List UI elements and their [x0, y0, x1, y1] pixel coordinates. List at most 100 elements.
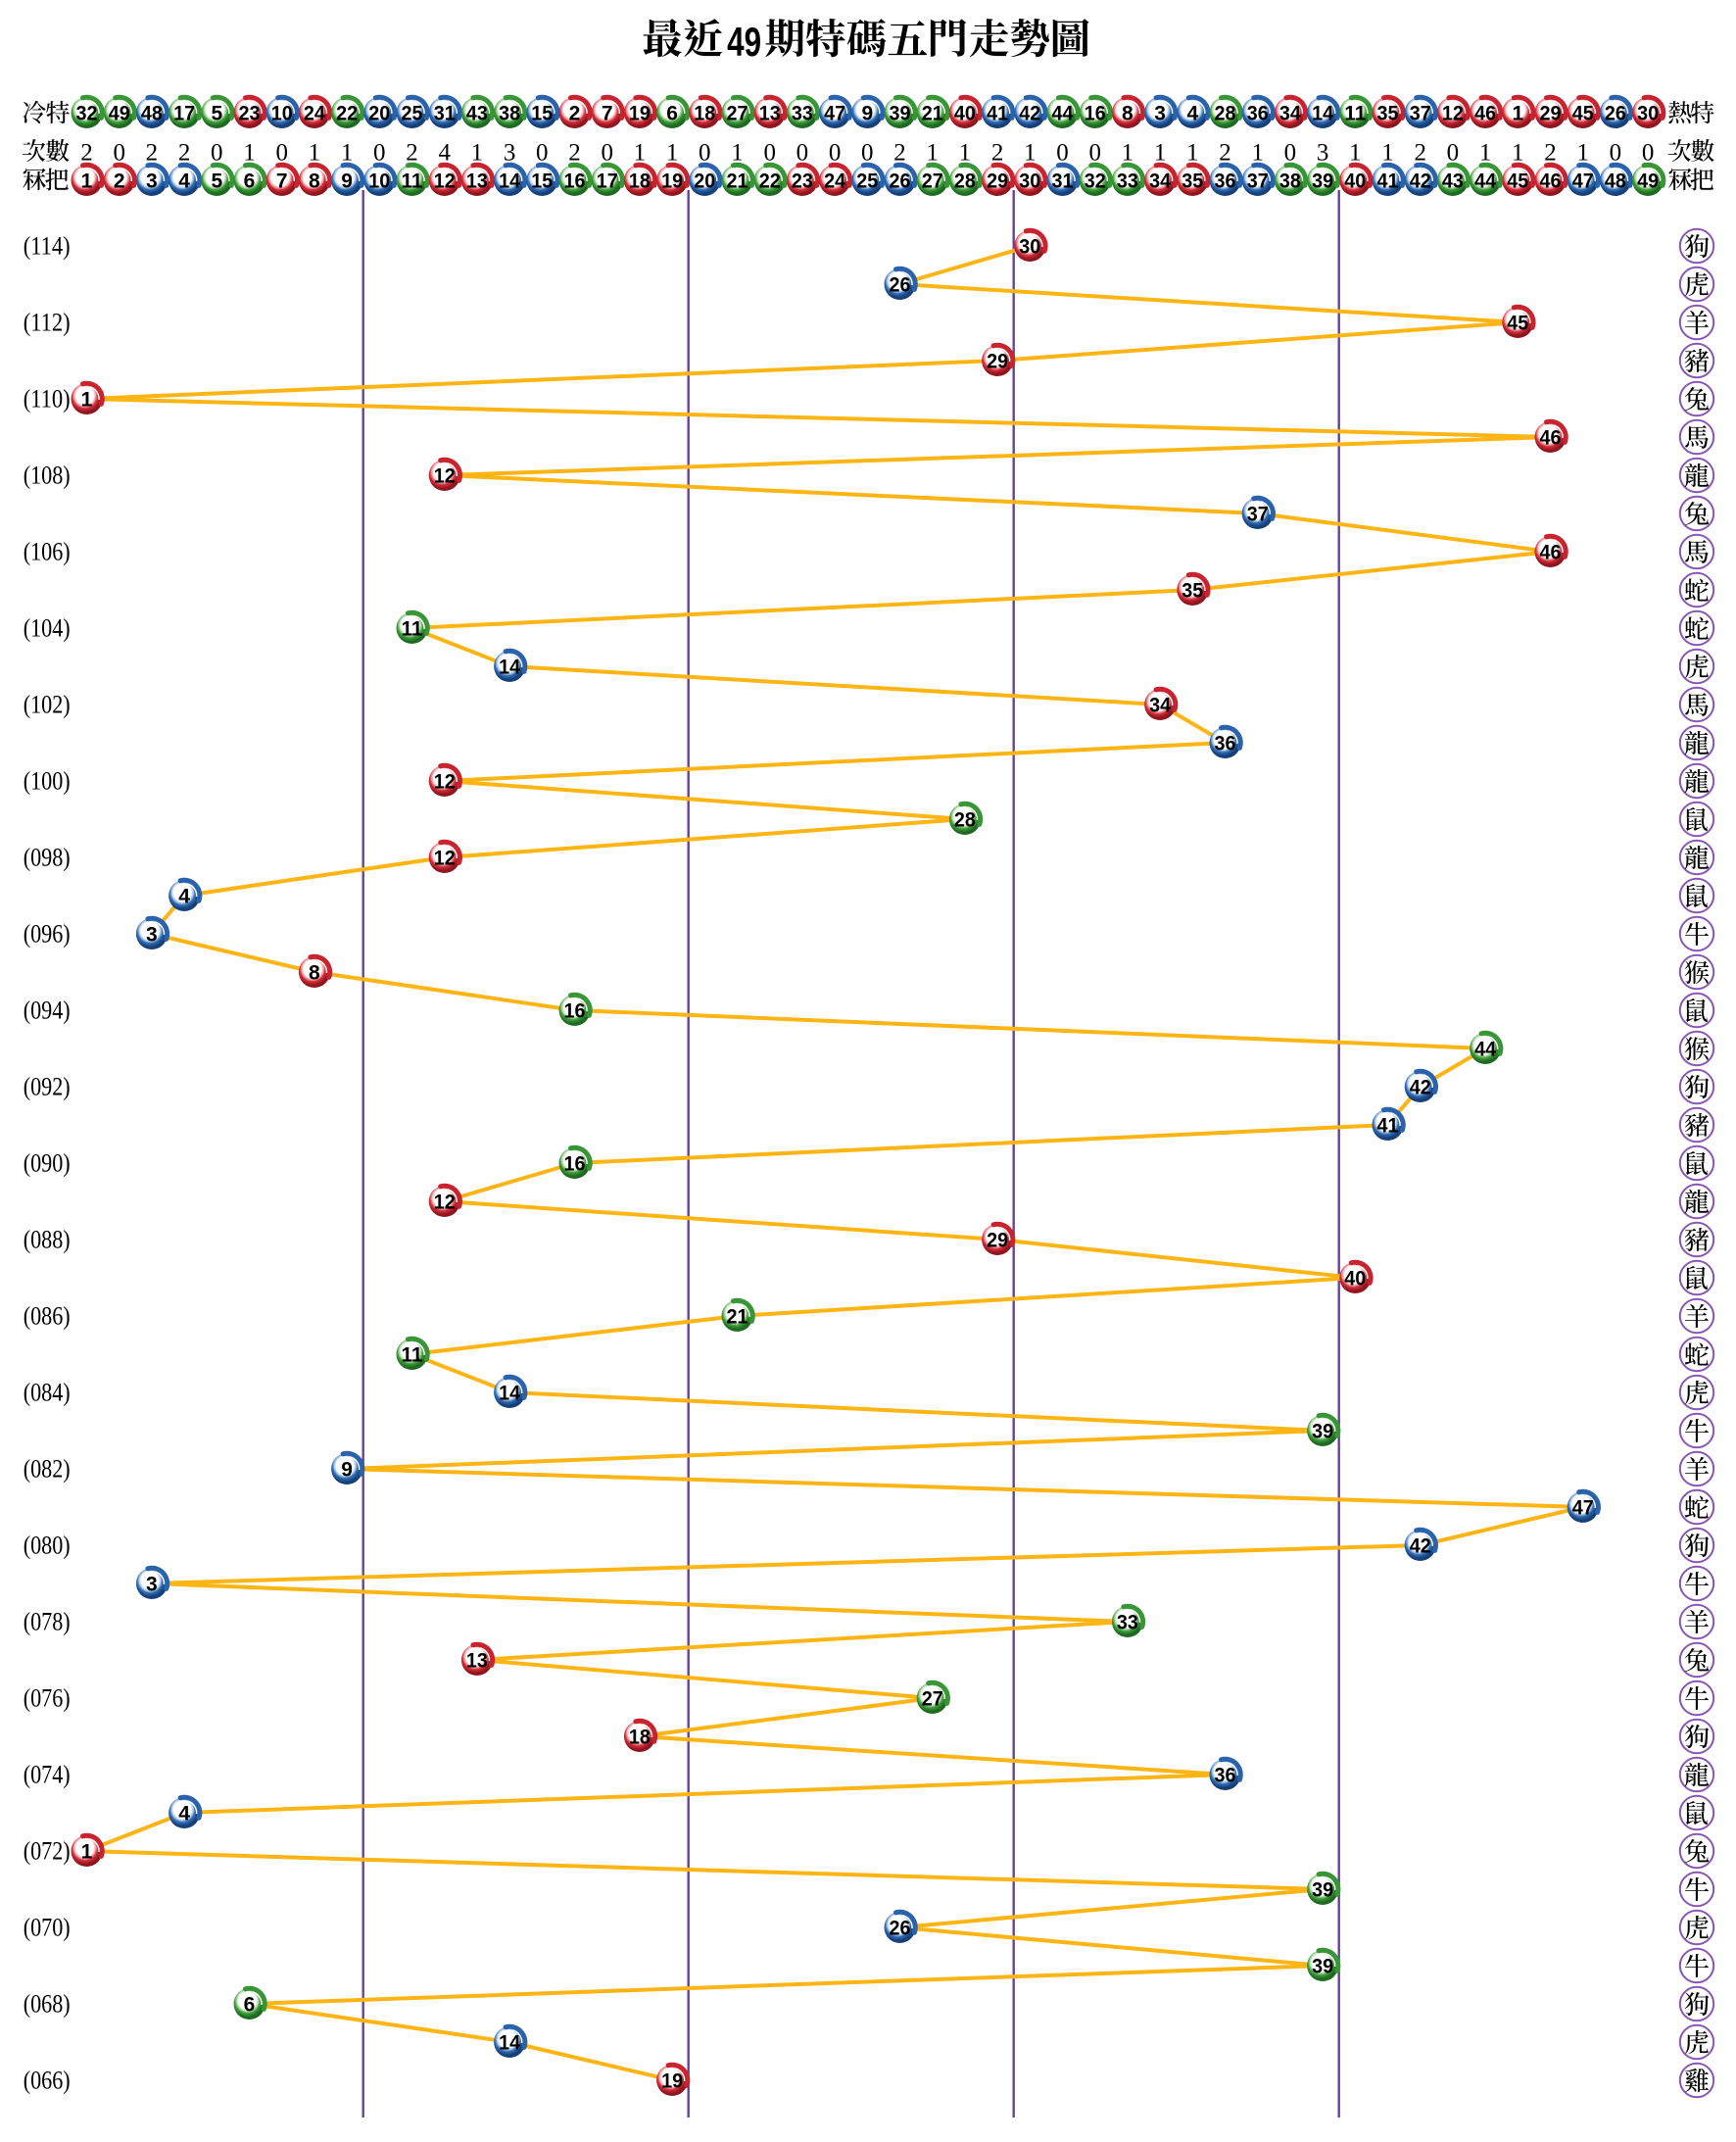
svg-text:3: 3: [146, 924, 158, 947]
svg-text:45: 45: [1572, 103, 1594, 125]
svg-text:(066): (066): [24, 2067, 71, 2095]
svg-text:40: 40: [954, 103, 976, 125]
svg-text:47: 47: [1572, 170, 1594, 193]
svg-text:1: 1: [81, 1841, 93, 1864]
svg-text:36: 36: [1215, 733, 1236, 755]
svg-text:3: 3: [504, 139, 516, 166]
svg-text:49: 49: [1637, 170, 1659, 193]
svg-text:3: 3: [1154, 103, 1166, 125]
svg-text:17: 17: [173, 103, 195, 125]
svg-text:12: 12: [1442, 103, 1464, 125]
svg-text:45: 45: [1507, 170, 1528, 193]
svg-text:15: 15: [531, 103, 553, 125]
svg-text:2: 2: [1414, 139, 1426, 166]
svg-text:34: 34: [1279, 103, 1301, 125]
svg-text:9: 9: [861, 103, 873, 125]
svg-text:1: 1: [1381, 139, 1394, 166]
svg-text:2: 2: [114, 170, 125, 193]
svg-text:30: 30: [1019, 236, 1040, 259]
svg-text:0: 0: [1284, 139, 1297, 166]
svg-text:20: 20: [368, 103, 390, 125]
svg-text:23: 23: [792, 170, 813, 193]
svg-text:43: 43: [1442, 170, 1464, 193]
svg-text:16: 16: [564, 170, 586, 193]
svg-text:19: 19: [661, 2070, 683, 2093]
svg-text:2: 2: [893, 139, 906, 166]
svg-text:28: 28: [1215, 103, 1236, 125]
svg-text:31: 31: [1052, 170, 1074, 193]
svg-text:40: 40: [1344, 1268, 1366, 1290]
svg-text:39: 39: [1312, 1421, 1333, 1443]
svg-text:12: 12: [434, 1192, 456, 1214]
svg-text:49: 49: [727, 19, 761, 65]
svg-text:14: 14: [499, 2032, 520, 2055]
svg-text:(082): (082): [24, 1455, 71, 1484]
svg-text:14: 14: [499, 1383, 520, 1405]
svg-text:2: 2: [991, 139, 1004, 166]
svg-text:39: 39: [1312, 1956, 1333, 1978]
svg-text:37: 37: [1410, 103, 1431, 125]
svg-text:3: 3: [146, 170, 158, 193]
svg-text:44: 44: [1052, 103, 1074, 125]
svg-text:0: 0: [601, 139, 613, 166]
svg-text:39: 39: [890, 103, 911, 125]
svg-text:14: 14: [499, 657, 520, 679]
svg-text:1: 1: [1154, 139, 1167, 166]
svg-text:0: 0: [113, 139, 125, 166]
svg-text:0: 0: [373, 139, 386, 166]
svg-text:1: 1: [634, 139, 647, 166]
svg-text:0: 0: [211, 139, 223, 166]
svg-text:44: 44: [1474, 1039, 1496, 1061]
svg-text:17: 17: [597, 170, 618, 193]
svg-text:14: 14: [499, 170, 520, 193]
svg-text:1: 1: [926, 139, 939, 166]
svg-text:6: 6: [244, 170, 256, 193]
svg-text:18: 18: [629, 170, 651, 193]
svg-text:33: 33: [1117, 1612, 1138, 1634]
svg-text:11: 11: [402, 1344, 423, 1367]
svg-text:46: 46: [1540, 427, 1562, 450]
svg-text:1: 1: [1122, 139, 1134, 166]
svg-text:(094): (094): [24, 997, 71, 1025]
svg-text:(106): (106): [24, 538, 71, 566]
svg-text:12: 12: [434, 465, 456, 488]
svg-text:(102): (102): [24, 691, 71, 719]
svg-text:39: 39: [1312, 170, 1333, 193]
svg-text:23: 23: [239, 103, 261, 125]
svg-text:(098): (098): [24, 844, 71, 872]
svg-text:28: 28: [954, 170, 976, 193]
svg-text:16: 16: [1085, 103, 1106, 125]
svg-text:7: 7: [602, 103, 613, 125]
svg-text:26: 26: [890, 170, 911, 193]
svg-text:1: 1: [1479, 139, 1492, 166]
svg-text:15: 15: [531, 170, 553, 193]
svg-text:4: 4: [438, 139, 451, 166]
svg-text:9: 9: [341, 1459, 353, 1482]
svg-text:36: 36: [1247, 103, 1269, 125]
svg-text:0: 0: [1447, 139, 1460, 166]
svg-text:25: 25: [856, 170, 878, 193]
svg-text:5: 5: [211, 103, 222, 125]
svg-text:1: 1: [243, 139, 256, 166]
svg-text:(084): (084): [24, 1379, 71, 1407]
svg-text:13: 13: [466, 170, 488, 193]
svg-text:13: 13: [759, 103, 781, 125]
svg-text:20: 20: [694, 170, 715, 193]
svg-text:(074): (074): [24, 1761, 71, 1789]
svg-text:(096): (096): [24, 920, 71, 949]
svg-text:4: 4: [178, 886, 190, 908]
svg-text:38: 38: [1279, 170, 1301, 193]
svg-text:29: 29: [987, 1230, 1008, 1252]
svg-text:21: 21: [727, 170, 748, 193]
svg-text:1: 1: [1512, 103, 1523, 125]
svg-text:34: 34: [1149, 695, 1171, 717]
svg-text:(072): (072): [24, 1837, 71, 1866]
svg-text:39: 39: [1312, 1879, 1333, 1902]
svg-text:(100): (100): [24, 767, 71, 796]
svg-text:47: 47: [1572, 1497, 1594, 1520]
svg-text:14: 14: [1312, 103, 1333, 125]
svg-text:2: 2: [1544, 139, 1557, 166]
svg-text:42: 42: [1019, 103, 1040, 125]
svg-text:13: 13: [466, 1650, 488, 1673]
svg-text:0: 0: [763, 139, 776, 166]
